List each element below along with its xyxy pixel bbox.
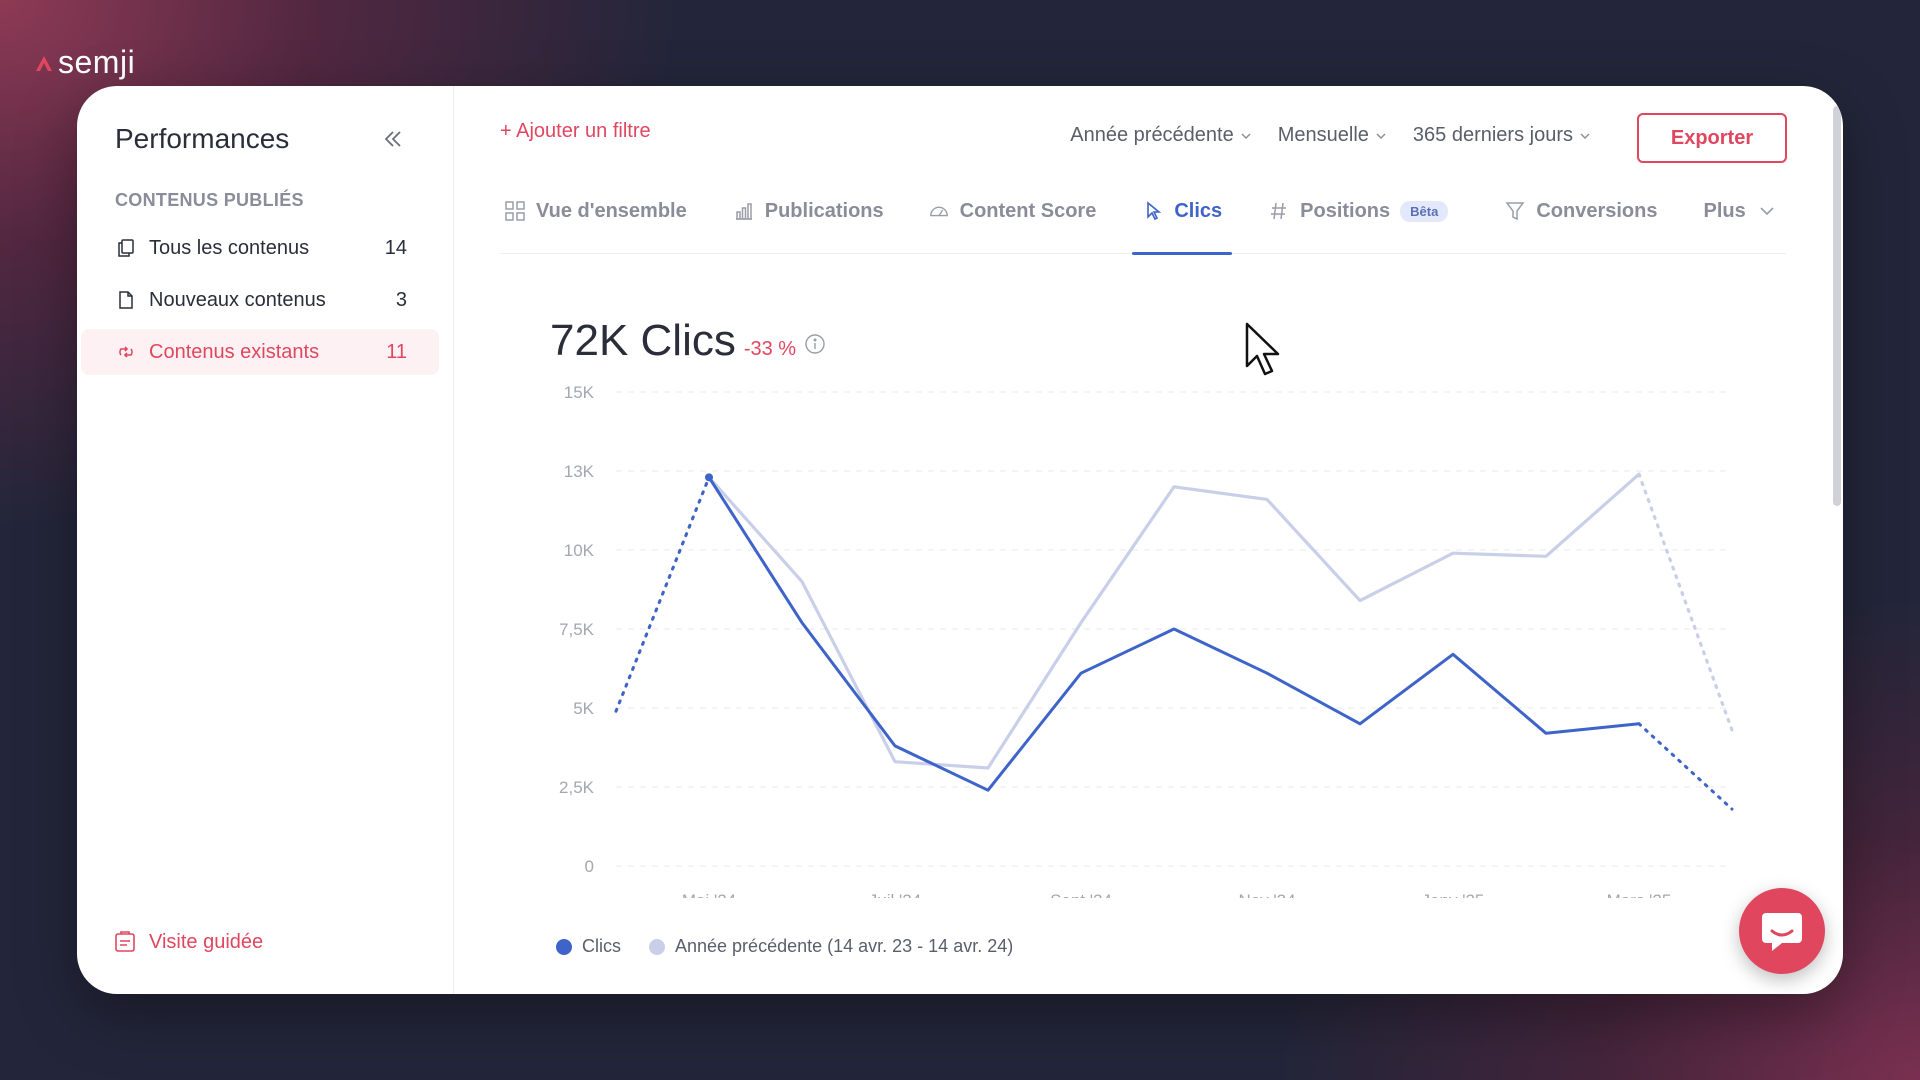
tab-label: Publications — [764, 199, 884, 222]
tab-overview[interactable]: Vue d'ensemble — [502, 190, 689, 254]
date-range-dropdown[interactable]: 365 derniers jours — [1413, 124, 1591, 147]
x-tick-label: Juil '24 — [869, 891, 921, 898]
sidebar-item-count: 11 — [386, 340, 407, 363]
sidebar: Performances CONTENUS PUBLIÉS Tous les c… — [77, 86, 454, 994]
y-tick-label: 10K — [564, 541, 595, 560]
tab-more[interactable]: Plus — [1702, 190, 1780, 254]
guided-tour-link[interactable]: Visite guidée — [113, 930, 263, 954]
grid-icon — [504, 200, 526, 222]
chat-support-button[interactable] — [1739, 888, 1825, 974]
sidebar-item-new-contents[interactable]: Nouveaux contenus 3 — [81, 277, 439, 323]
legend-label: Année précédente (14 avr. 23 - 14 avr. 2… — [675, 936, 1014, 956]
legend-item-clics[interactable]: Clics — [556, 936, 621, 957]
clicks-line-chart: 0 2,5K 5K 7,5K 10K 13K 15K Mai '24 Juil '24 Sept … — [559, 383, 1734, 898]
app-window: Performances CONTENUS PUBLIÉS Tous les c… — [77, 86, 1843, 994]
tab-positions[interactable]: Positions Bêta — [1266, 190, 1450, 254]
chevron-down-icon — [1580, 133, 1590, 139]
tab-label: Positions — [1300, 199, 1391, 222]
tab-clicks[interactable]: Clics — [1132, 190, 1232, 255]
collapse-sidebar-button[interactable] — [379, 125, 407, 153]
document-icon — [115, 289, 137, 311]
tab-label: Plus — [1703, 199, 1746, 222]
brand-name: semji — [58, 44, 136, 80]
add-filter-button[interactable]: + Ajouter un filtre — [500, 120, 651, 142]
series-partial-end-0 — [1637, 722, 1734, 811]
comparison-dropdown[interactable]: Année précédente — [1070, 124, 1251, 147]
topbar: + Ajouter un filtre Année précédente Men… — [454, 86, 1843, 176]
clipboard-icon — [115, 931, 135, 952]
sidebar-item-label: Tous les contenus — [149, 236, 310, 259]
beta-badge: Bêta — [1400, 200, 1449, 222]
y-tick-label: 5K — [573, 699, 594, 718]
tab-label: Clics — [1174, 199, 1223, 222]
granularity-dropdown-label: Mensuelle — [1277, 124, 1369, 146]
series-partial-start-0 — [614, 475, 711, 713]
period-dropdowns: Année précédente Mensuelle 365 derniers … — [1070, 124, 1591, 147]
main-panel: + Ajouter un filtre Année précédente Men… — [454, 86, 1843, 994]
chevron-down-icon — [1241, 133, 1251, 139]
series-line-0 — [707, 475, 1641, 792]
semji-mark-icon — [36, 55, 52, 71]
info-icon[interactable] — [804, 333, 826, 355]
chevron-down-icon — [1756, 200, 1778, 222]
tab-label: Conversions — [1536, 199, 1658, 222]
series-point — [705, 473, 713, 482]
pointer-icon — [1142, 200, 1164, 222]
guided-tour-label: Visite guidée — [149, 930, 264, 953]
y-tick-label: 7,5K — [559, 620, 595, 639]
y-tick-label: 2,5K — [559, 778, 595, 797]
chart-legend: Clics Année précédente (14 avr. 23 - 14 … — [556, 936, 1013, 957]
sidebar-item-all-contents[interactable]: Tous les contenus 14 — [81, 225, 439, 271]
documents-icon — [115, 237, 137, 259]
y-tick-label: 15K — [564, 383, 595, 402]
date-range-dropdown-label: 365 derniers jours — [1412, 124, 1573, 146]
tab-conversions[interactable]: Conversions — [1502, 190, 1659, 254]
chevron-down-icon — [1376, 133, 1386, 139]
chat-bubble-icon — [1762, 913, 1802, 951]
x-tick-label: Sept '24 — [1050, 891, 1112, 898]
metric-delta: -33 % — [743, 338, 797, 360]
bar-chart-icon — [733, 200, 755, 222]
sidebar-item-label: Nouveaux contenus — [149, 288, 326, 311]
sidebar-header: Performances — [77, 114, 453, 164]
hash-icon — [1268, 200, 1290, 222]
tab-label: Content Score — [959, 199, 1097, 222]
sidebar-item-count: 14 — [384, 236, 407, 259]
sidebar-list: Tous les contenus 14 Nouveaux contenus 3… — [77, 225, 453, 375]
sidebar-section-title: CONTENUS PUBLIÉS — [115, 190, 304, 210]
double-chevron-left-icon — [384, 131, 401, 147]
legend-item-previous-year[interactable]: Année précédente (14 avr. 23 - 14 avr. 2… — [649, 936, 1013, 957]
legend-label: Clics — [582, 936, 621, 956]
brand-logo: semji — [34, 44, 135, 81]
tab-label: Vue d'ensemble — [536, 199, 687, 222]
mouse-cursor-icon — [1245, 322, 1280, 376]
x-tick-label: Janv '25 — [1422, 891, 1485, 898]
series-partial-end-1 — [1637, 472, 1734, 732]
tab-content-score[interactable]: Content Score — [926, 190, 1099, 254]
sidebar-item-existing-contents[interactable]: Contenus existants 11 — [81, 329, 439, 375]
sidebar-title: Performances — [115, 123, 290, 154]
sidebar-item-count: 3 — [395, 288, 407, 311]
x-tick-label: Mars '25 — [1607, 891, 1672, 898]
sidebar-item-label: Contenus existants — [149, 340, 320, 363]
refresh-link-icon — [115, 341, 137, 363]
y-tick-label: 13K — [564, 462, 595, 481]
metric-header: 72K Clics -33 % — [550, 316, 826, 366]
comparison-dropdown-label: Année précédente — [1070, 124, 1234, 146]
gauge-icon — [928, 200, 950, 222]
tab-publications[interactable]: Publications — [731, 190, 886, 254]
legend-swatch — [556, 938, 572, 955]
export-button[interactable]: Exporter — [1637, 113, 1787, 163]
granularity-dropdown[interactable]: Mensuelle — [1278, 124, 1387, 147]
metric-value: 72K Clics — [550, 316, 736, 365]
clicks-card: 72K Clics -33 % 0 2,5K 5K 7,5K 10K 13K 15K Mai … — [500, 268, 1786, 994]
x-tick-label: Mai '24 — [682, 891, 736, 898]
scrollbar[interactable] — [1833, 106, 1841, 506]
legend-swatch — [649, 938, 665, 955]
tab-bar: Vue d'ensemble Publications Content Scor… — [500, 190, 1786, 255]
funnel-icon — [1504, 200, 1526, 222]
x-tick-label: Nov '24 — [1238, 891, 1295, 898]
series-line-1 — [707, 472, 1641, 770]
y-tick-label: 0 — [585, 857, 594, 876]
